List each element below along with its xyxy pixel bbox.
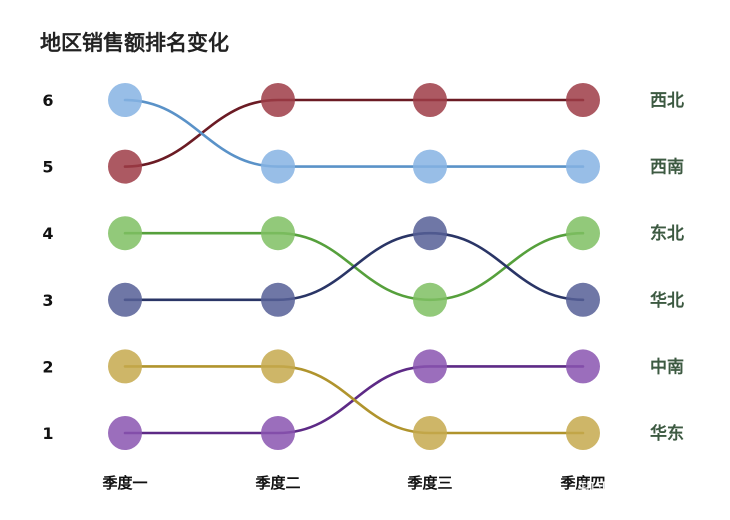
series-line: [123, 231, 585, 302]
data-point: [261, 282, 295, 317]
data-point: [108, 349, 142, 384]
series-line: [123, 98, 585, 168]
data-point: [566, 83, 600, 117]
data-point: [413, 83, 447, 117]
watermark-text: 知乎 @BI佐罗: [578, 480, 685, 500]
series-label: 西北: [650, 91, 684, 111]
x-tick-label: 季度二: [255, 474, 300, 492]
x-tick-label: 季度一: [102, 474, 147, 492]
y-tick-label: 1: [42, 424, 53, 443]
x-tick-label: 季度三: [407, 474, 452, 492]
data-point: [413, 149, 447, 184]
series-lines: [123, 98, 585, 435]
y-tick-label: 2: [42, 357, 53, 376]
x-axis-ticks: 季度一 季度二 季度三 季度四: [102, 474, 605, 492]
series-label: 华东: [650, 423, 684, 444]
data-point: [108, 149, 142, 184]
data-point: [261, 349, 295, 384]
data-point: [413, 416, 447, 450]
series-label: 中南: [650, 356, 684, 377]
y-tick-label: 6: [42, 91, 53, 110]
data-point: [566, 282, 600, 317]
data-point: [413, 282, 447, 317]
x-tick-label: 季度四: [560, 474, 605, 492]
data-point: [261, 416, 295, 450]
series-label: 华北: [650, 290, 684, 311]
y-axis-ticks: 1 2 3 4 5 6: [42, 91, 53, 443]
y-tick-label: 5: [42, 158, 53, 177]
data-point: [261, 216, 295, 251]
series-line: [123, 231, 585, 302]
data-point: [566, 349, 600, 384]
series-label: 东北: [650, 223, 684, 244]
data-point: [108, 416, 142, 450]
series-line: [123, 98, 585, 168]
data-point: [108, 83, 142, 117]
data-point: [566, 416, 600, 450]
series-label: 西南: [650, 157, 684, 178]
y-tick-label: 4: [42, 224, 53, 243]
chart-title: 地区销售额排名变化: [40, 31, 229, 55]
data-point: [261, 83, 295, 117]
data-point: [566, 149, 600, 184]
series-dots: [108, 83, 600, 450]
data-point: [108, 282, 142, 317]
data-point: [413, 349, 447, 384]
series-line: [123, 365, 585, 435]
data-point: [413, 216, 447, 251]
data-point: [261, 149, 295, 184]
y-tick-label: 3: [42, 291, 53, 310]
data-point: [108, 216, 142, 251]
data-point: [566, 216, 600, 251]
